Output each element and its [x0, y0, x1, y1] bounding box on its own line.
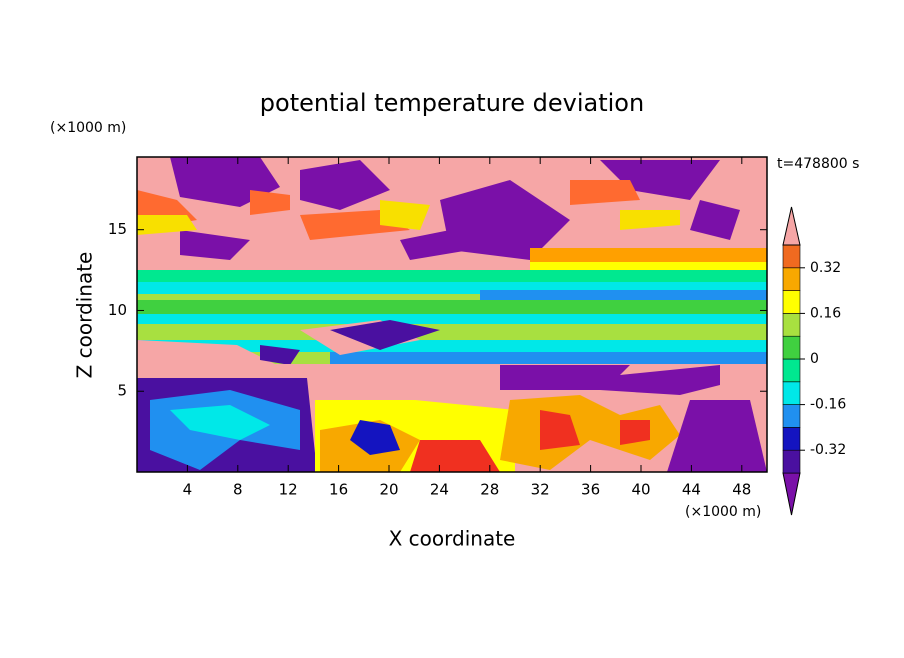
- x-tick-label: 16: [329, 481, 348, 499]
- colorbar-box: [782, 335, 801, 360]
- y-tick-label: 5: [117, 382, 127, 400]
- colorbar-box: [782, 404, 801, 428]
- colorbar-box: [782, 267, 801, 291]
- colorbar-tick-label: -0.16: [810, 397, 846, 413]
- colorbar-tick-label: 0.32: [810, 260, 841, 276]
- colorbar-box: [782, 313, 801, 337]
- y-tick-label: 10: [108, 301, 127, 319]
- x-tick-label: 28: [480, 481, 499, 499]
- colorbar-tick-label: 0.16: [810, 305, 841, 321]
- y-unit: (×1000 m): [50, 120, 126, 136]
- colorbar-box: [782, 427, 801, 451]
- x-tick-label: 4: [183, 481, 193, 499]
- x-tick-label: 20: [379, 481, 398, 499]
- x-tick-label: 24: [430, 481, 449, 499]
- x-tick-label: 8: [233, 481, 243, 499]
- x-unit: (×1000 m): [685, 504, 761, 520]
- chart-title: potential temperature deviation: [260, 89, 644, 117]
- colorbar-box: [782, 449, 801, 474]
- y-axis-label: Z coordinate: [73, 252, 97, 379]
- x-tick-label: 36: [581, 481, 600, 499]
- x-tick-label: 32: [531, 481, 550, 499]
- x-tick-label: 40: [631, 481, 650, 499]
- colorbar-triangle: [782, 472, 801, 516]
- x-tick-label: 12: [279, 481, 298, 499]
- x-axis-label: X coordinate: [389, 527, 516, 551]
- x-tick-label: 48: [732, 481, 751, 499]
- colorbar-tick-label: 0: [810, 351, 819, 367]
- colorbar-box: [782, 244, 801, 269]
- colorbar-triangle: [782, 206, 801, 246]
- y-tick-label: 15: [108, 220, 127, 238]
- contour-field: [137, 157, 767, 472]
- plot-frame: [136, 156, 768, 473]
- colorbar-box: [782, 290, 801, 314]
- colorbar-box: [782, 358, 801, 383]
- colorbar-tick-label: -0.32: [810, 442, 846, 458]
- annotation: t=478800 s: [777, 156, 859, 172]
- x-tick-label: 44: [682, 481, 701, 499]
- colorbar-box: [782, 381, 801, 405]
